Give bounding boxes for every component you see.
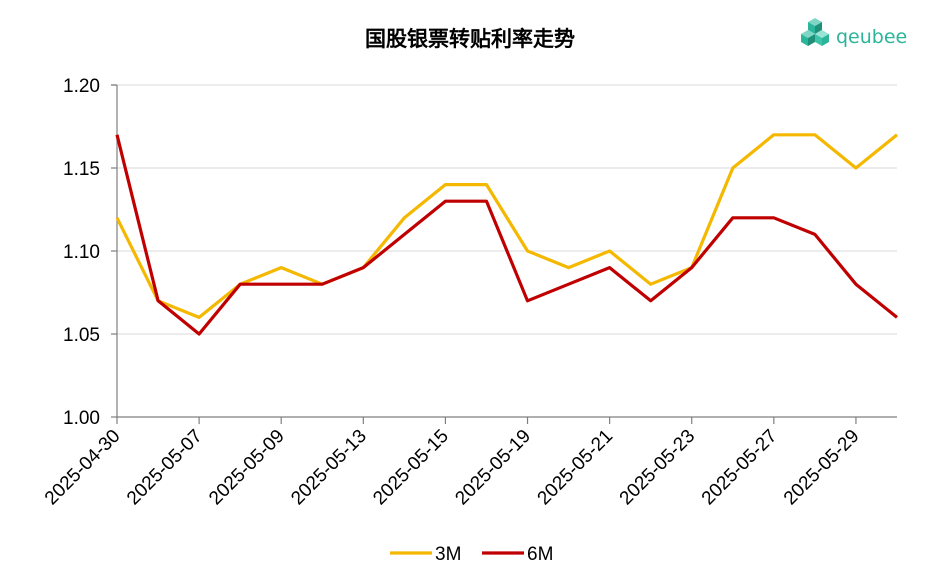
qeubee-logo: qeubee xyxy=(801,18,907,48)
axes xyxy=(111,84,897,424)
x-tick-label: 2025-05-27 xyxy=(698,426,782,510)
x-tick-label: 2025-05-21 xyxy=(534,426,618,510)
logo-text: qeubee xyxy=(836,26,907,48)
x-tick-label: 2025-05-23 xyxy=(616,426,700,510)
cube-logo-icon xyxy=(801,18,829,46)
y-tick-labels: 1.00 1.05 1.10 1.15 1.20 xyxy=(63,76,100,429)
chart-title: 国股银票转贴利率走势 xyxy=(365,27,575,51)
x-tick-label: 2025-05-15 xyxy=(369,426,453,510)
x-tick-label: 2025-04-30 xyxy=(41,426,125,510)
y-tick-label: 1.00 xyxy=(63,408,100,429)
x-tick-label: 2025-05-19 xyxy=(451,426,535,510)
y-tick-label: 1.20 xyxy=(63,76,100,97)
legend: 3M 6M xyxy=(390,544,553,565)
legend-label-3m: 3M xyxy=(435,544,461,565)
x-tick-label: 2025-05-07 xyxy=(123,426,207,510)
x-tick-label: 2025-05-09 xyxy=(205,426,289,510)
y-tick-label: 1.15 xyxy=(63,159,100,180)
series-lines xyxy=(115,133,899,336)
legend-label-6m: 6M xyxy=(527,544,553,565)
x-tick-label: 2025-05-29 xyxy=(780,426,864,510)
series-line-6m xyxy=(115,134,899,336)
series-line-3m xyxy=(115,133,899,319)
x-tick-label: 2025-05-13 xyxy=(287,426,371,510)
x-tick-labels: 2025-04-302025-05-072025-05-092025-05-13… xyxy=(41,426,864,510)
y-tick-label: 1.10 xyxy=(63,242,100,263)
gridlines xyxy=(117,84,897,335)
y-tick-label: 1.05 xyxy=(63,325,100,346)
